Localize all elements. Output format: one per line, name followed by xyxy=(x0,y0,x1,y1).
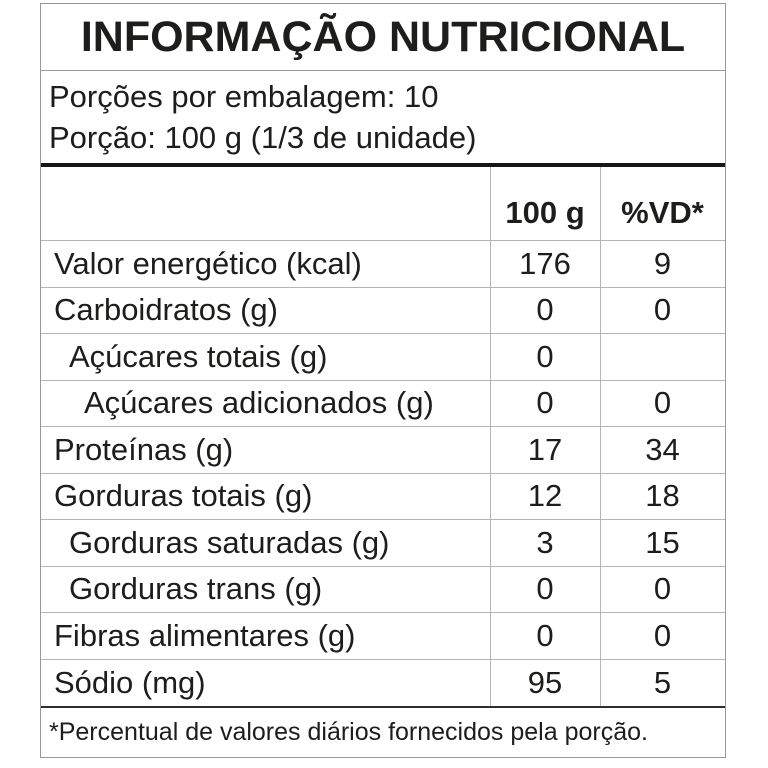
column-header-amount: 100 g xyxy=(505,195,585,230)
nutrient-vd-value: 5 xyxy=(653,664,672,700)
nutrient-vd-value: 18 xyxy=(645,478,680,514)
table-row: Açúcares adicionados (g) 0 0 xyxy=(41,381,725,427)
column-divider-2 xyxy=(600,167,601,706)
nutrient-label: Açúcares totais (g) xyxy=(69,338,328,374)
nutrient-amount-value: 12 xyxy=(527,478,563,514)
nutrient-vd-value xyxy=(600,334,725,380)
nutrient-label: Valor energético (kcal) xyxy=(54,245,362,281)
footnote: *Percentual de valores diários fornecido… xyxy=(41,706,725,757)
table-row: Proteínas (g) 17 34 xyxy=(41,427,725,474)
nutrient-vd-value: 0 xyxy=(653,617,672,653)
table-row: Carboidratos (g) 0 0 xyxy=(41,288,725,334)
table-row: Gorduras trans (g) 0 0 xyxy=(41,567,725,613)
nutrient-label: Açúcares adicionados (g) xyxy=(84,385,434,421)
nutrient-amount-value: 176 xyxy=(519,245,571,281)
column-header-vd: %VD* xyxy=(621,195,704,230)
nutrient-vd-value: 0 xyxy=(653,292,672,328)
nutrient-vd-value: 34 xyxy=(645,431,680,467)
nutrient-label: Fibras alimentares (g) xyxy=(54,617,356,653)
table-row: Açúcares totais (g) 0 xyxy=(41,334,725,381)
table-rows: Valor energético (kcal) 176 9 Carboidrat… xyxy=(41,241,725,706)
nutrient-vd-value: 0 xyxy=(653,571,672,607)
nutrition-label: INFORMAÇÃO NUTRICIONAL Porções por embal… xyxy=(40,3,726,758)
nutrient-amount-value: 95 xyxy=(527,664,563,700)
table-header-row: 100 g %VD* xyxy=(41,167,725,241)
nutrition-table: 100 g %VD* Valor energético (kcal) 176 9… xyxy=(41,167,725,706)
serving-info: Porções por embalagem: 10 Porção: 100 g … xyxy=(41,71,725,163)
nutrient-vd-value: 15 xyxy=(645,524,680,560)
table-row: Gorduras saturadas (g) 3 15 xyxy=(41,520,725,567)
serving-size: Porção: 100 g (1/3 de unidade) xyxy=(49,120,477,155)
table-row: Sódio (mg) 95 5 xyxy=(41,660,725,707)
servings-per-package: Porções por embalagem: 10 xyxy=(49,79,439,114)
table-row: Valor energético (kcal) 176 9 xyxy=(41,241,725,288)
nutrient-label: Sódio (mg) xyxy=(54,664,206,700)
label-title: INFORMAÇÃO NUTRICIONAL xyxy=(41,4,725,71)
nutrient-label: Proteínas (g) xyxy=(54,431,234,467)
nutrient-amount-value: 3 xyxy=(536,524,554,560)
table-row: Gorduras totais (g) 12 18 xyxy=(41,474,725,520)
nutrient-label: Gorduras totais (g) xyxy=(54,478,313,514)
thick-divider xyxy=(41,163,725,167)
column-divider-1 xyxy=(490,167,491,706)
nutrient-amount-value: 0 xyxy=(536,385,554,421)
column-header-nutrient xyxy=(41,167,490,240)
nutrient-amount-value: 0 xyxy=(536,617,554,653)
nutrient-label: Carboidratos (g) xyxy=(54,292,278,328)
nutrient-vd-value: 9 xyxy=(653,245,672,281)
nutrient-amount-value: 0 xyxy=(536,338,554,374)
nutrient-vd-value: 0 xyxy=(653,385,672,421)
nutrient-amount-value: 17 xyxy=(527,431,563,467)
nutrient-label: Gorduras trans (g) xyxy=(69,571,323,607)
nutrient-amount-value: 0 xyxy=(536,571,554,607)
table-row: Fibras alimentares (g) 0 0 xyxy=(41,613,725,660)
nutrient-amount-value: 0 xyxy=(536,292,554,328)
nutrient-label: Gorduras saturadas (g) xyxy=(69,524,390,560)
